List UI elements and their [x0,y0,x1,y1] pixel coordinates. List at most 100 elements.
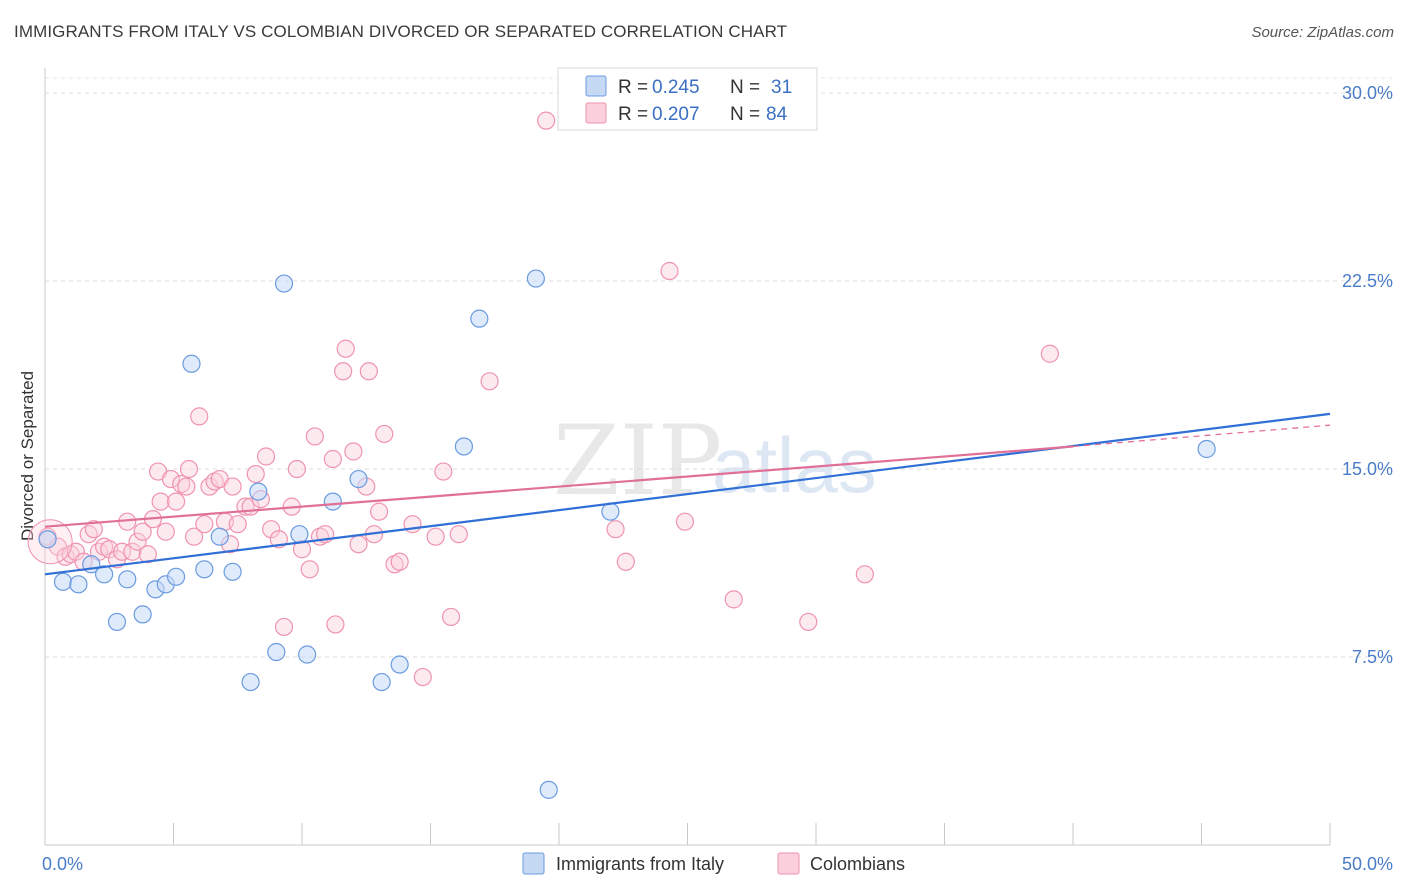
legend-bottom: Immigrants from Italy Colombians [522,852,905,875]
point-italy [470,309,489,328]
point-colombians [177,477,196,496]
point-colombians [616,552,635,571]
series-colombians [27,111,1059,687]
point-colombians [184,527,204,546]
gridlines [45,77,1392,658]
legend-bottom-swatch-italy [522,852,545,875]
point-colombians [274,617,294,637]
point-colombians [449,525,468,544]
legend-top: R = 0.245 N = 31 R = 0.207 N = 84 [557,67,818,131]
point-colombians [323,449,342,469]
point-colombians [112,542,132,561]
point-italy [133,605,152,624]
point-colombians [269,530,288,549]
x-tick-label-max: 50.0% [1342,854,1393,874]
chart-title: IMMIGRANTS FROM ITALY VS COLOMBIAN DIVOR… [14,22,788,41]
point-colombians [385,555,404,574]
x-ticks [44,823,1331,845]
point-italy [69,575,88,594]
point-colombians [95,537,114,556]
point-colombians [441,607,461,627]
y-tick-label: 22.5% [1342,271,1393,291]
point-italy [349,469,368,489]
point-colombians [179,459,199,479]
legend-top-swatch-colombians [585,102,607,124]
point-italy [241,672,260,692]
y-tick-label: 30.0% [1342,83,1393,103]
point-colombians [151,492,170,511]
point-italy [38,530,57,549]
point-colombians [84,520,103,539]
point-colombians [336,339,355,358]
point-colombians [161,469,181,489]
point-colombians [287,459,306,479]
point-italy [372,672,391,692]
point-colombians [660,261,679,281]
point-colombians [855,565,874,584]
point-colombians [79,525,98,544]
point-colombians [1040,344,1059,363]
point-italy [601,502,620,521]
point-colombians [434,462,453,481]
legend-top-n-colombians: 84 [766,104,788,125]
point-italy [182,354,201,373]
point-italy [1197,439,1216,459]
legend-top-swatch-italy [585,75,607,97]
point-colombians [172,474,191,494]
series-italy [38,269,1216,799]
point-colombians [606,520,625,539]
legend-top-r-label-italy: R = [618,77,648,98]
point-colombians [390,552,409,571]
point-colombians [480,372,499,391]
legend-bottom-label-colombians: Colombians [810,854,905,874]
point-italy [223,562,242,581]
point-italy [298,645,317,664]
point-colombians [190,407,209,426]
y-axis-title: Divorced or Separated [18,371,37,541]
point-colombians [262,520,281,539]
legend-top-n-label-italy: N = [730,77,760,98]
trend-line-colombians-extension [1072,424,1331,448]
point-italy [323,492,342,511]
y-tick-labels: 7.5% 15.0% 22.5% 30.0% [1342,83,1393,667]
point-colombians [326,615,345,634]
trend-line-italy [44,412,1331,576]
point-italy [195,560,214,579]
point-italy [267,642,286,662]
point-colombians [133,522,152,541]
point-colombians [228,515,247,534]
point-colombians [426,527,445,546]
point-colombians [166,492,186,511]
point-italy [274,274,294,293]
point-colombians [200,477,219,496]
point-colombians [675,512,695,531]
point-colombians [375,424,394,444]
point-colombians [195,515,214,534]
point-italy [118,570,137,589]
point-colombians [344,442,363,461]
point-colombians [359,362,378,381]
point-italy [95,565,114,584]
point-colombians [413,667,432,687]
point-italy [454,437,474,456]
watermark-atlas: atlas [712,421,877,509]
point-colombians [256,447,276,466]
legend-top-n-label-colombians: N = [730,104,760,125]
point-colombians [799,612,818,632]
point-colombians [223,477,242,496]
legend-bottom-label-italy: Immigrants from Italy [556,854,724,874]
point-italy [249,482,268,501]
point-colombians [205,472,224,491]
trend-lines [44,412,1331,576]
point-colombians [724,590,743,609]
y-tick-label: 15.0% [1342,459,1393,479]
source-label: Source: ZipAtlas.com [1251,24,1394,41]
point-colombians [370,502,389,521]
point-colombians [138,545,157,564]
y-tick-label: 7.5% [1352,647,1393,667]
point-italy [53,572,73,591]
point-italy [526,269,545,288]
legend-top-r-label-colombians: R = [618,104,648,125]
trend-line-colombians [44,445,1074,528]
